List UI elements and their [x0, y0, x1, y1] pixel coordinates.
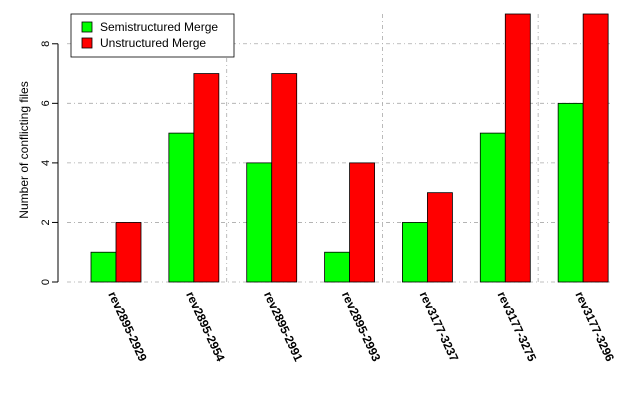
legend-swatch — [81, 21, 93, 33]
legend-box — [70, 13, 235, 58]
bar-semistructured — [402, 222, 428, 283]
legend-swatch — [81, 37, 93, 49]
y-tick-label: 0 — [40, 279, 52, 285]
x-category-label: rev3177-3296 — [572, 289, 617, 364]
bar-unstructured — [427, 192, 453, 283]
bar-semistructured — [246, 162, 273, 283]
x-axis-labels: rev2895-2929 rev2895-2954 rev2895-2991 rev2… — [105, 289, 617, 364]
bar-semistructured — [557, 102, 584, 283]
bars-group — [90, 13, 609, 283]
x-category-label: rev3177-3237 — [417, 289, 462, 364]
y-tick-label: 2 — [40, 219, 52, 225]
legend-label: Unstructured Merge — [100, 36, 206, 50]
x-category-label: rev3177-3275 — [495, 289, 540, 364]
y-tick-label: 8 — [40, 41, 52, 47]
legend: Semistructured Merge Unstructured Merge — [70, 13, 235, 58]
bar-semistructured — [479, 132, 506, 283]
bar-semistructured — [324, 251, 350, 283]
bar-unstructured — [504, 13, 531, 283]
y-tick-label: 6 — [40, 100, 52, 106]
x-category-label: rev2895-2991 — [261, 289, 306, 364]
bar-unstructured — [193, 73, 220, 283]
bar-semistructured — [90, 251, 117, 283]
bar-unstructured — [349, 162, 375, 283]
bar-unstructured — [582, 13, 609, 283]
bar-unstructured — [115, 222, 142, 283]
bar-semistructured — [168, 132, 195, 283]
bar-unstructured — [271, 73, 298, 283]
x-category-label: rev2895-2929 — [105, 289, 150, 364]
y-tick-label: 4 — [40, 160, 52, 166]
x-category-label: rev2895-2993 — [339, 289, 384, 364]
legend-label: Semistructured Merge — [100, 20, 218, 34]
x-category-label: rev2895-2954 — [183, 289, 228, 364]
y-axis: 0 2 4 6 8 — [40, 41, 59, 285]
y-axis-title: Number of conflicting files — [17, 81, 31, 218]
